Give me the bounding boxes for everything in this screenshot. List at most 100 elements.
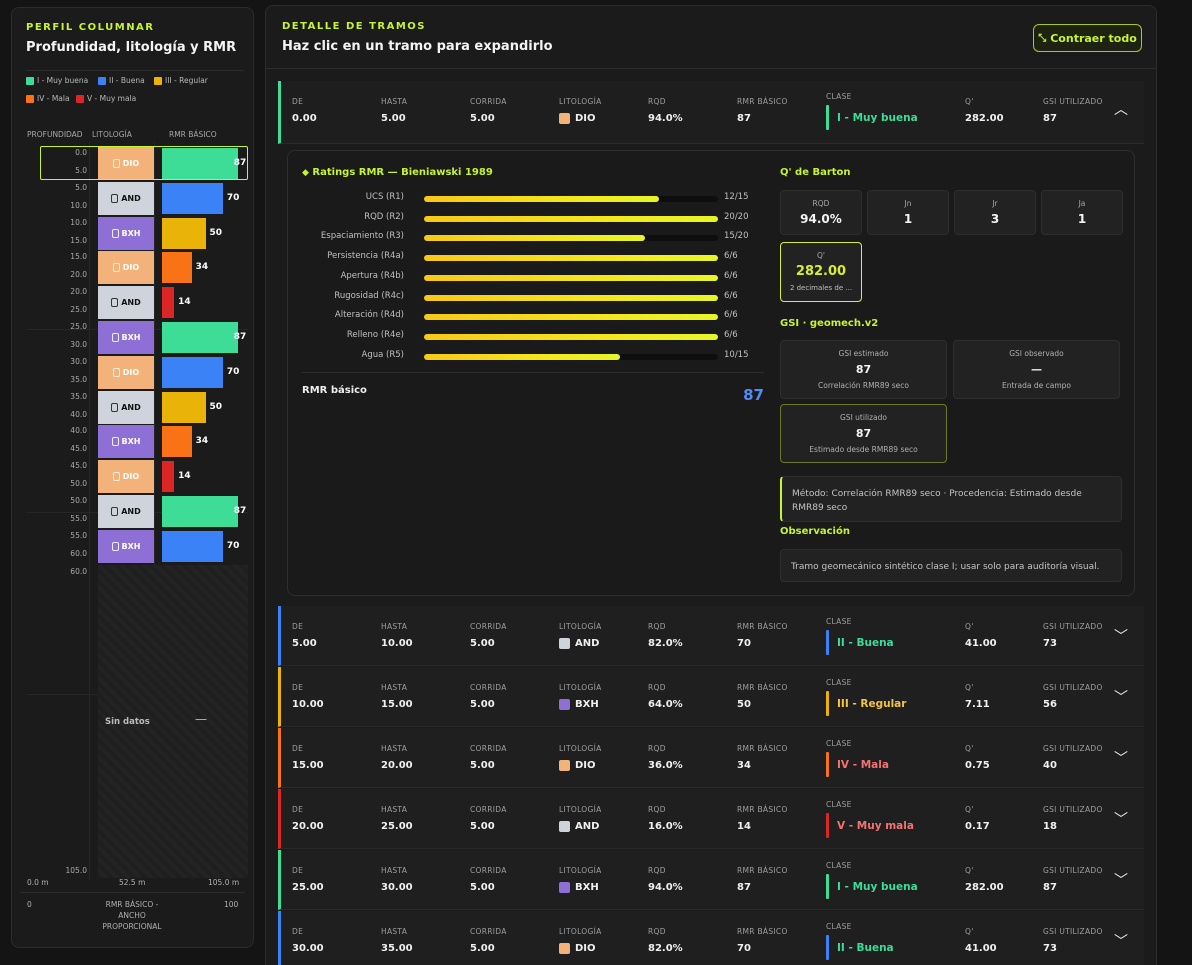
- lithology-segment[interactable]: AND: [98, 390, 154, 424]
- lithology-segment[interactable]: DIO: [98, 460, 154, 494]
- lithology-segment[interactable]: BXH: [98, 529, 154, 563]
- collapse-all-button[interactable]: ⤡ Contraer todo: [1033, 24, 1142, 52]
- rating-value: 20/20: [724, 211, 749, 222]
- lithology-code: BXH: [121, 333, 141, 342]
- cell-corrida: CORRIDA 5.00: [470, 622, 507, 649]
- depth-label: 5.0: [75, 166, 87, 175]
- lithology-segment[interactable]: AND: [98, 181, 154, 215]
- lithology-segment[interactable]: DIO: [98, 355, 154, 389]
- lithology-segment[interactable]: BXH: [98, 216, 154, 250]
- document-icon: [111, 228, 119, 238]
- cell-q: Q' 41.00: [965, 927, 997, 954]
- rmr-bar-value: 14: [178, 297, 191, 308]
- rmr-bar[interactable]: [162, 148, 238, 179]
- rating-fill: [424, 255, 718, 262]
- rating-fill: [424, 314, 718, 321]
- barton-param-label: RQD: [812, 199, 830, 208]
- lithology-segment[interactable]: DIO: [98, 251, 154, 285]
- cell-value: 30.00: [292, 943, 324, 954]
- rmr-bar[interactable]: [162, 217, 206, 249]
- cell-hasta: HASTA 5.00: [381, 97, 408, 124]
- document-icon: [111, 402, 119, 412]
- cell-rqd: RQD 82.0%: [648, 622, 683, 649]
- document-icon: [112, 159, 120, 168]
- document-icon: [111, 333, 119, 342]
- lithology-segment[interactable]: BXH: [98, 425, 154, 459]
- cell-value: BXH: [575, 699, 599, 710]
- lithology-code: DIO: [122, 472, 140, 482]
- cell-corrida: CORRIDA 5.00: [470, 805, 507, 832]
- rmr-bar[interactable]: [162, 182, 223, 214]
- chevron-down-icon[interactable]: ﹀: [1114, 690, 1128, 706]
- rmr-bar[interactable]: [162, 287, 175, 319]
- q-result-card: Q' 282.00 2 decimales de ...: [780, 242, 862, 302]
- barton-param-label: Jn: [904, 199, 912, 208]
- cell-rqd: RQD 16.0%: [648, 805, 683, 832]
- lithology-segment[interactable]: AND: [98, 286, 154, 320]
- legend-swatch: [98, 76, 106, 85]
- cell-value: 5.00: [292, 638, 317, 649]
- chevron-down-icon[interactable]: ﹀: [1114, 751, 1128, 767]
- rmr-bar[interactable]: [162, 252, 192, 284]
- lithology-segment[interactable]: BXH: [98, 321, 154, 354]
- cell-de: DE 5.00: [292, 622, 317, 649]
- lithology-header: LITOLOGÍA: [92, 130, 132, 139]
- chevron-down-icon[interactable]: ﹀: [1114, 873, 1128, 889]
- class-label: III - Regular: [837, 697, 907, 710]
- class-label: I - Muy buena: [837, 111, 918, 124]
- segment-row[interactable]: DE 30.00 HASTA 35.00 CORRIDA 5.00 LITOLOGÍA DIO…: [278, 911, 1144, 965]
- chevron-down-icon[interactable]: ﹀: [1114, 812, 1128, 828]
- rmr-bar-value: 87: [233, 332, 247, 342]
- lithology-code: DIO: [122, 367, 140, 377]
- rmr-bar[interactable]: [162, 496, 238, 527]
- cell-clase: CLASE IV - Mala: [826, 739, 889, 777]
- lithology-segment[interactable]: AND: [98, 495, 154, 528]
- document-icon: [111, 193, 119, 203]
- class-bar: [826, 935, 829, 960]
- depth-label: 30.0: [70, 356, 87, 366]
- cell-clase: CLASE II - Buena: [826, 922, 894, 960]
- gsi-observed-card: GSI observado — Entrada de campo: [953, 340, 1120, 399]
- rmr-bar[interactable]: [162, 461, 175, 493]
- depth-label: 20.0: [70, 287, 87, 297]
- document-icon: [112, 472, 120, 482]
- cell-value: 18: [1043, 821, 1057, 832]
- cell-value: 15.00: [381, 699, 413, 710]
- cell-value: 94.0%: [648, 113, 683, 124]
- rmr-bar[interactable]: [162, 356, 223, 388]
- cell-value: 73: [1043, 943, 1057, 954]
- chevron-up-icon[interactable]: ︿: [1114, 102, 1128, 118]
- cell-value: DIO: [575, 943, 596, 954]
- cell-hasta: HASTA 15.00: [381, 683, 413, 710]
- rating-value: 10/15: [724, 349, 749, 360]
- cell-value: 34: [737, 760, 751, 771]
- cell-gsi: GSI UTILIZADO 56: [1043, 683, 1103, 710]
- axis-depth-start: 0.0 m: [27, 878, 49, 887]
- rmr-bar[interactable]: [162, 426, 192, 458]
- rating-track: [424, 353, 718, 360]
- segment-row[interactable]: DE 25.00 HASTA 30.00 CORRIDA 5.00 LITOLOGÍA BXH…: [278, 850, 1144, 910]
- segment-row[interactable]: DE 0.00 HASTA 5.00 CORRIDA 5.00 LITOLOGÍA DIO RQ…: [278, 81, 1144, 144]
- cell-de: DE 30.00: [292, 927, 324, 954]
- cell-lith: LITOLOGÍA DIO: [559, 97, 602, 124]
- rmr-bar[interactable]: [162, 530, 223, 562]
- depth-label: 10.0: [70, 217, 87, 227]
- segment-row[interactable]: DE 10.00 HASTA 15.00 CORRIDA 5.00 LITOLOGÍA BXH…: [278, 667, 1144, 727]
- segment-row[interactable]: DE 20.00 HASTA 25.00 CORRIDA 5.00 LITOLOGÍA AND…: [278, 789, 1144, 849]
- rating-label: Relleno (R4e): [346, 329, 404, 340]
- depth-label: 45.0: [70, 444, 87, 454]
- chevron-down-icon[interactable]: ﹀: [1114, 629, 1128, 645]
- segment-row[interactable]: DE 5.00 HASTA 10.00 CORRIDA 5.00 LITOLOGÍA AND R…: [278, 606, 1144, 666]
- rating-track: [424, 196, 718, 202]
- no-data-dash: —: [195, 712, 207, 726]
- gem-icon: ◆: [302, 168, 309, 178]
- lithology-segment[interactable]: DIO: [98, 147, 154, 180]
- legend-label: II - Buena: [109, 76, 145, 85]
- rmr-bar-value: 50: [209, 401, 223, 412]
- cell-rqd: RQD 64.0%: [648, 683, 683, 710]
- rmr-bar[interactable]: [162, 322, 238, 353]
- cell-value: 10.00: [381, 638, 413, 649]
- segment-row[interactable]: DE 15.00 HASTA 20.00 CORRIDA 5.00 LITOLOGÍA DIO…: [278, 728, 1144, 788]
- chevron-down-icon[interactable]: ﹀: [1114, 934, 1128, 950]
- rmr-bar[interactable]: [162, 391, 206, 423]
